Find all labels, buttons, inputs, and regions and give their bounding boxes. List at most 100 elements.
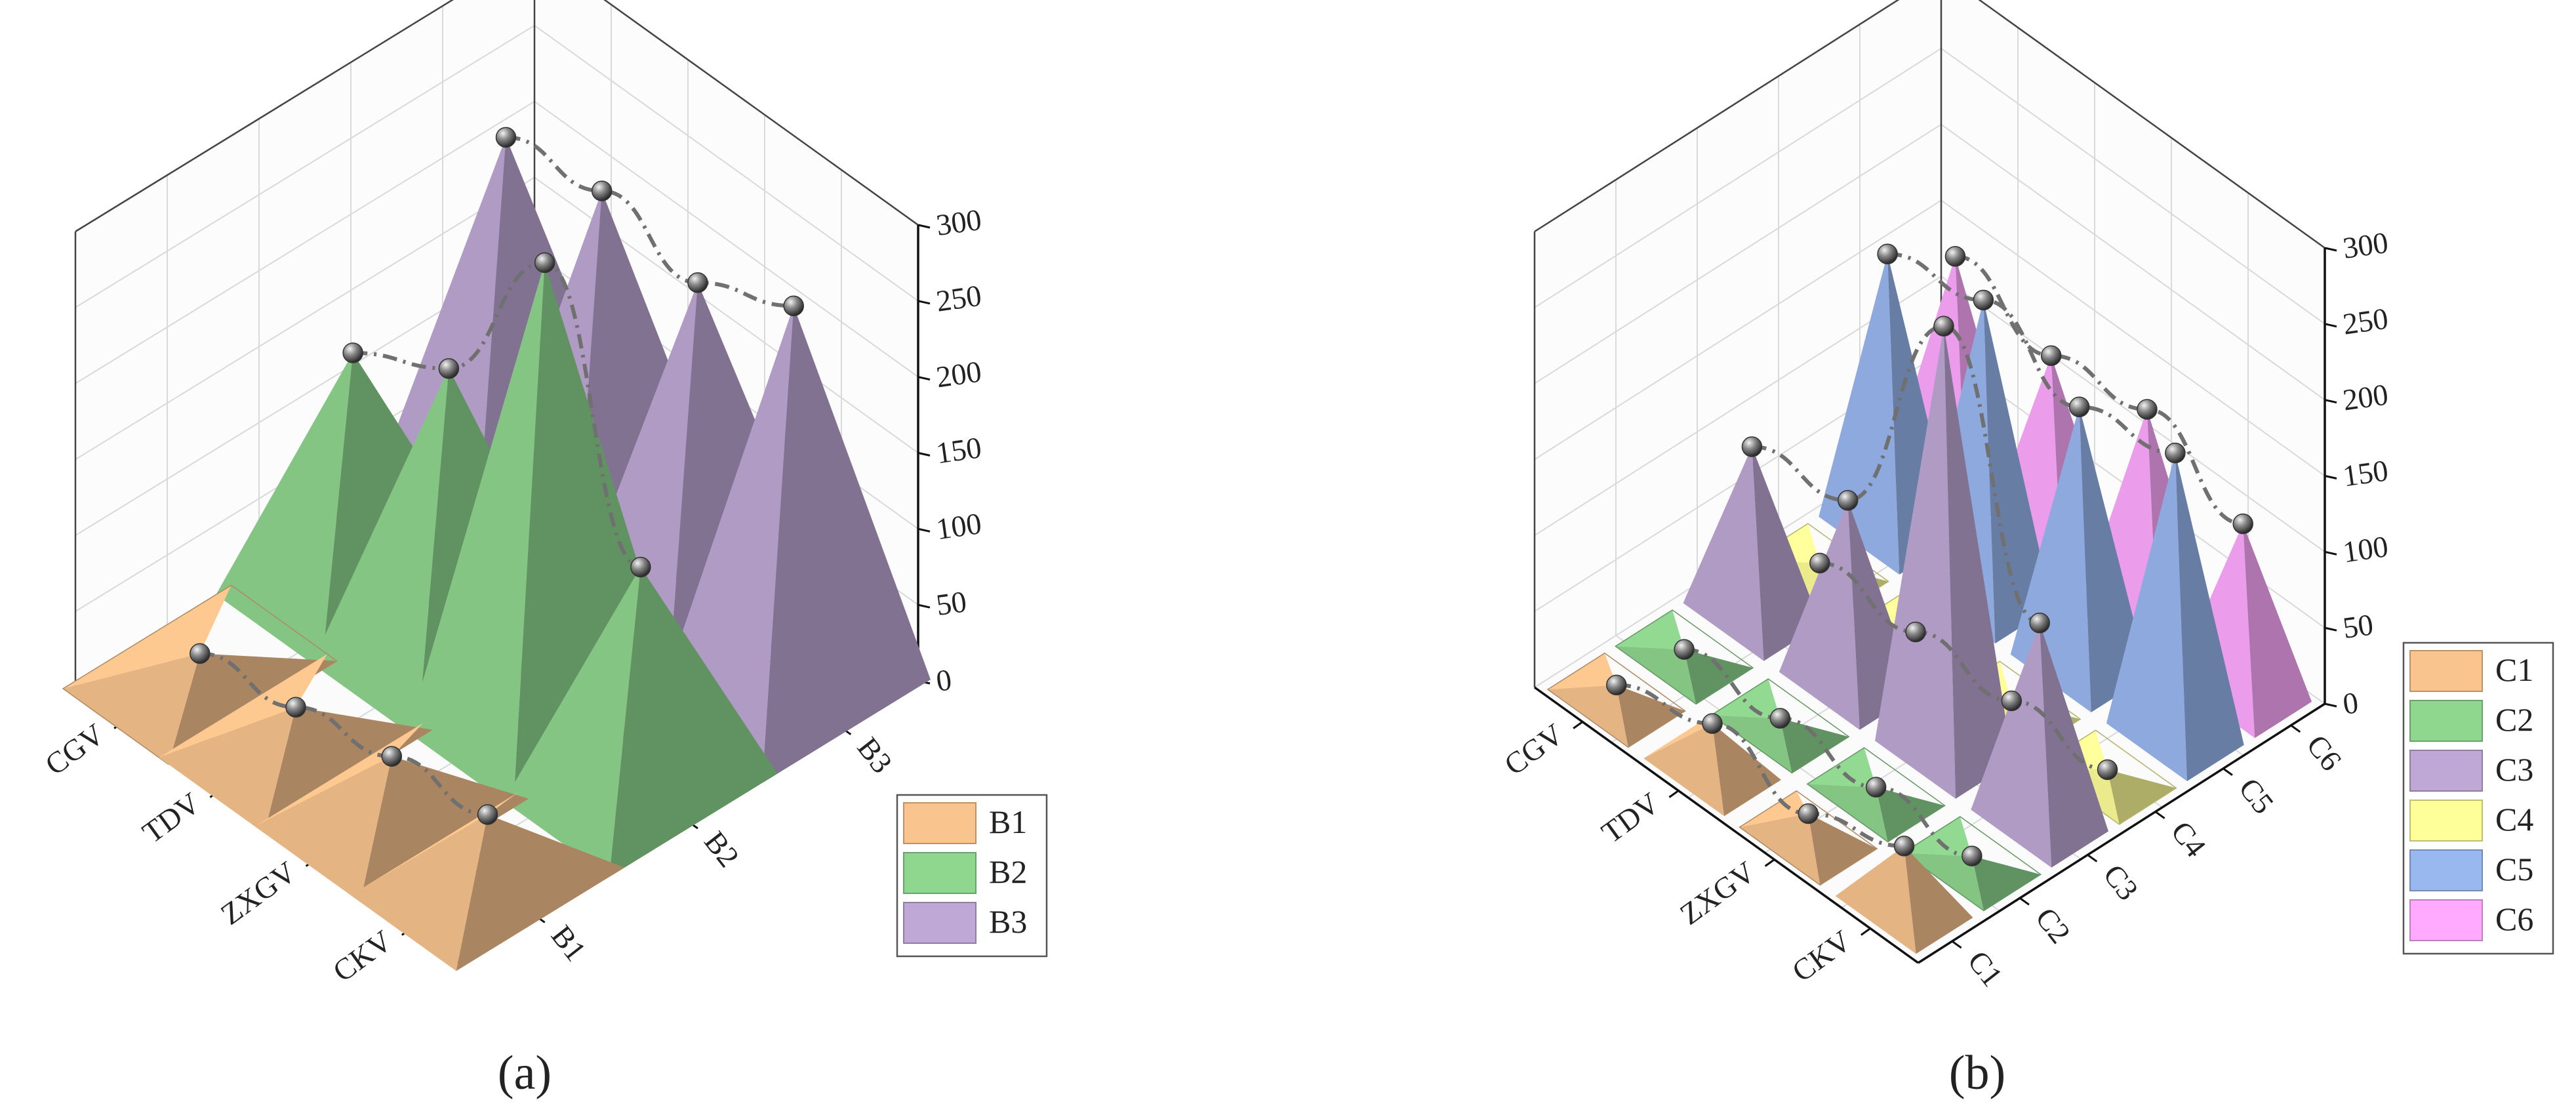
legend-entry-label: C1 [2495, 651, 2533, 688]
y-tick [1951, 940, 1962, 949]
z-tick-label: 150 [934, 430, 983, 470]
z-tick [2324, 323, 2337, 328]
pyramid-face-right [1971, 856, 2041, 911]
z-tick-label: 200 [2341, 377, 2390, 416]
y-category-label: B1 [545, 919, 593, 967]
data-point-marker [1877, 243, 1898, 264]
data-point-marker [1798, 803, 1819, 824]
data-point-marker [2097, 759, 2118, 781]
y-category-label: C1 [1962, 944, 2009, 993]
pyramid-mark [1643, 721, 1781, 817]
pyramid-face-left [1739, 790, 1809, 828]
frame-edge [1978, 0, 2325, 249]
z-tick [2324, 626, 2337, 632]
legend-swatch [2409, 650, 2483, 692]
z-tick-label: 150 [2341, 453, 2390, 493]
pyramid-face-left [1807, 748, 1876, 788]
pyramid-base [62, 584, 338, 765]
x-category-label: CKV [1786, 924, 1857, 988]
legend-swatch [2409, 700, 2483, 742]
pyramid-face-right [1904, 845, 1973, 954]
data-point-marker [2232, 513, 2253, 535]
pyramid-face-front [407, 262, 545, 809]
pyramid-mark [1806, 747, 1946, 843]
data-point-marker [1809, 552, 1830, 574]
y-axis-line [1918, 702, 2325, 964]
pyramid-face-front [63, 653, 200, 765]
pyramid-face-front [1739, 813, 1821, 885]
pyramid-face-front [254, 756, 392, 903]
data-point-marker [342, 342, 363, 363]
legend-entry-label: C5 [2495, 851, 2533, 887]
z-tick-label: 300 [934, 203, 983, 242]
data-point-marker [630, 556, 651, 578]
pyramid-face-left [1643, 721, 1712, 759]
pyramid-face-front [1835, 845, 1916, 954]
z-tick [917, 603, 931, 609]
pyramid-face-right [1808, 813, 1878, 885]
legend-swatch [903, 852, 976, 894]
z-tick [917, 527, 931, 533]
pyramid-face-right [1944, 326, 2013, 799]
pyramid-mark [504, 567, 778, 878]
data-point-marker [1865, 777, 1887, 798]
pyramid-face-right [1983, 300, 2053, 643]
legend-entry-label: C2 [2495, 701, 2533, 738]
pyramid-mark [1683, 447, 1821, 661]
x-tick [1668, 790, 1680, 798]
legend-entry-label: B1 [989, 803, 1027, 840]
legend-entry-label: C4 [2495, 801, 2533, 838]
pyramid-face-right [2175, 453, 2244, 781]
panel-b-label: (b) [1949, 1046, 2005, 1100]
x-category-label: TDV [136, 786, 206, 849]
series-line [199, 651, 488, 817]
legend-entry-label: B3 [989, 903, 1027, 940]
y-category-label: B3 [851, 731, 898, 779]
legend: C1 C2 C3 C4 C5 C6 [2402, 641, 2554, 955]
pyramid-face-front [1819, 254, 1900, 575]
pyramid-mark [1614, 609, 1754, 705]
series-line [1955, 254, 2244, 526]
x-category-label: TDV [1596, 786, 1665, 849]
x-tick [1764, 859, 1775, 867]
y-tick [2223, 767, 2233, 776]
data-point-marker [1944, 246, 1966, 267]
legend-swatch [2409, 849, 2483, 891]
data-point-marker [591, 180, 613, 201]
data-point-marker [2137, 399, 2158, 420]
z-tick [917, 452, 931, 457]
pyramid-face-front [312, 368, 449, 740]
x-category-label: CGV [1498, 717, 1569, 781]
pyramid-face-right [1780, 718, 1849, 773]
pyramid-mark [1835, 845, 1973, 954]
axes [1533, 247, 2337, 964]
pyramid-face-left [254, 723, 424, 826]
pyramid-mark [2010, 407, 2148, 712]
pyramids [1546, 254, 2312, 954]
data-point-marker [2040, 345, 2062, 366]
data-point-marker [1606, 674, 1627, 696]
z-tick-label: 50 [2341, 607, 2375, 645]
x-tick [1861, 927, 1871, 936]
pyramid-face-front [350, 814, 488, 971]
pyramid-face-right [456, 814, 625, 971]
data-point-marker [1893, 836, 1915, 857]
z-tick-label: 250 [934, 279, 983, 318]
data-point-marker [1702, 713, 1723, 734]
z-tick-label: 50 [934, 584, 969, 622]
data-point-marker [1962, 845, 1982, 866]
data-point-marker [2165, 442, 2186, 464]
z-tick-label: 100 [2341, 529, 2390, 569]
data-point-marker [1769, 708, 1791, 729]
data-point-marker [687, 272, 708, 293]
z-tick [917, 376, 931, 381]
pyramid-face-front [1548, 685, 1628, 748]
pyramid-base [1902, 816, 2042, 912]
pyramid-base [1614, 609, 1754, 705]
legend-entry-label: C6 [2495, 901, 2533, 937]
data-point-marker [2029, 613, 2050, 634]
data-point-marker [534, 252, 555, 274]
series-line [1684, 647, 1972, 859]
pyramid-face-front [1875, 326, 1956, 799]
